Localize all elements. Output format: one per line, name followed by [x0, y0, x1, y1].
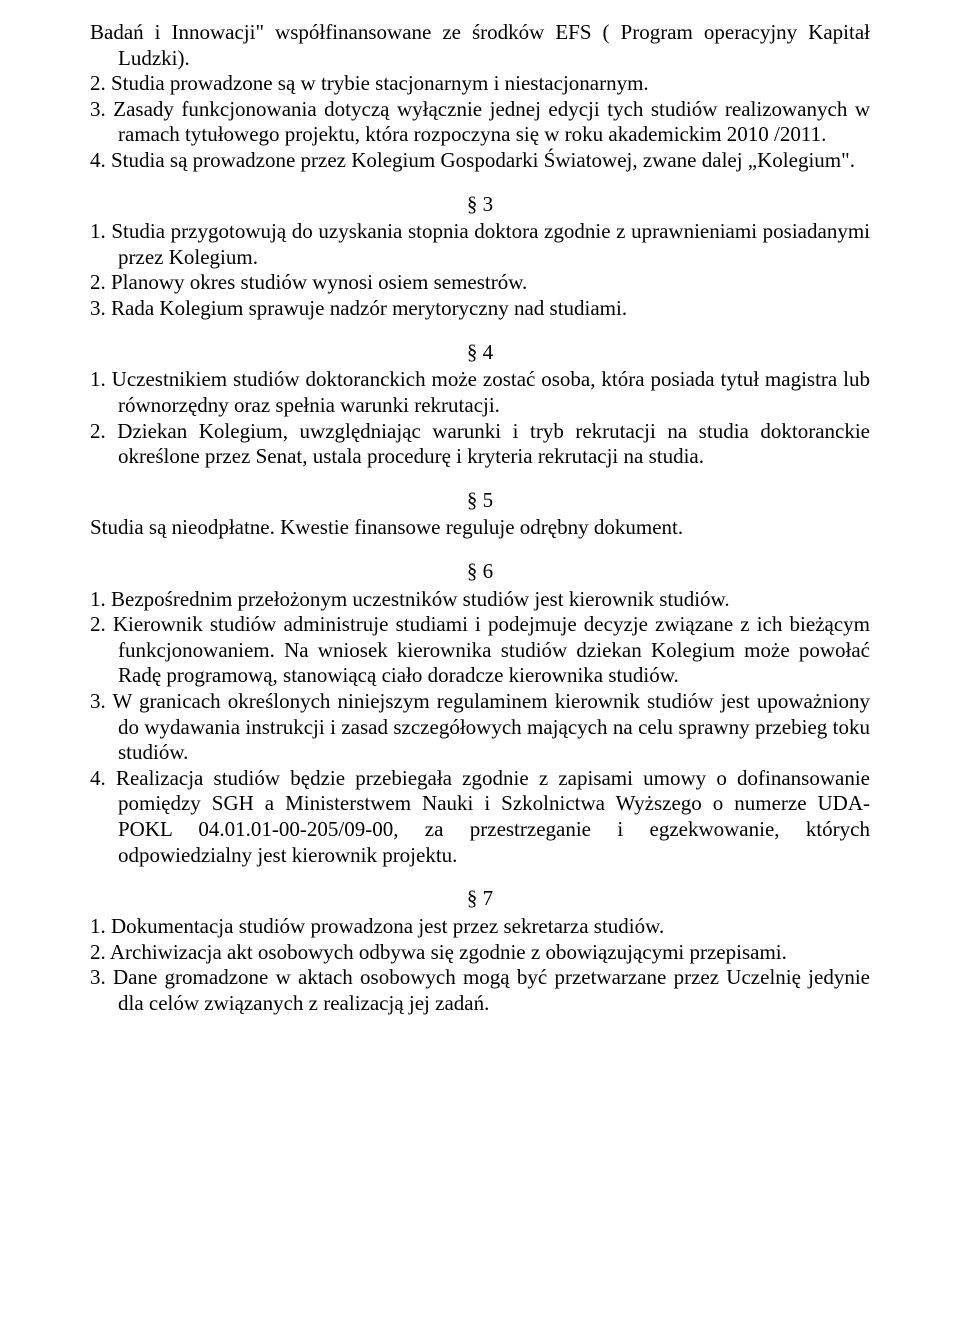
section-5-mark: § 5 — [90, 488, 870, 514]
intro-block: Badań i Innowacji" współfinansowane ze ś… — [90, 20, 870, 174]
section-6-item-4: 4. Realizacja studiów będzie przebiegała… — [90, 766, 870, 868]
section-5-block: Studia są nieodpłatne. Kwestie finansowe… — [90, 515, 870, 541]
section-3-block: 1. Studia przygotowują do uzyskania stop… — [90, 219, 870, 321]
section-6-block: 1. Bezpośrednim przełożonym uczestników … — [90, 587, 870, 869]
section-3-mark: § 3 — [90, 192, 870, 218]
section-6-item-1: 1. Bezpośrednim przełożonym uczestników … — [90, 587, 870, 613]
section-3-item-2: 2. Planowy okres studiów wynosi osiem se… — [90, 270, 870, 296]
document-page: Badań i Innowacji" współfinansowane ze ś… — [0, 0, 960, 1337]
section-6-item-2: 2. Kierownik studiów administruje studia… — [90, 612, 870, 689]
section-7-item-3: 3. Dane gromadzone w aktach osobowych mo… — [90, 965, 870, 1016]
section-6-mark: § 6 — [90, 559, 870, 585]
section-5-text: Studia są nieodpłatne. Kwestie finansowe… — [90, 515, 870, 541]
section-4-block: 1. Uczestnikiem studiów doktoranckich mo… — [90, 367, 870, 469]
section-7-block: 1. Dokumentacja studiów prowadzona jest … — [90, 914, 870, 1016]
section-4-item-1: 1. Uczestnikiem studiów doktoranckich mo… — [90, 367, 870, 418]
section-7-mark: § 7 — [90, 886, 870, 912]
section-4-mark: § 4 — [90, 340, 870, 366]
section-4-item-2: 2. Dziekan Kolegium, uwzględniając warun… — [90, 419, 870, 470]
intro-line-continuation: Badań i Innowacji" współfinansowane ze ś… — [90, 20, 870, 71]
intro-item-3: 3. Zasady funkcjonowania dotyczą wyłączn… — [90, 97, 870, 148]
intro-item-4: 4. Studia są prowadzone przez Kolegium G… — [90, 148, 870, 174]
intro-item-2: 2. Studia prowadzone są w trybie stacjon… — [90, 71, 870, 97]
section-6-item-3: 3. W granicach określonych niniejszym re… — [90, 689, 870, 766]
section-3-item-1: 1. Studia przygotowują do uzyskania stop… — [90, 219, 870, 270]
section-7-item-2: 2. Archiwizacja akt osobowych odbywa się… — [90, 940, 870, 966]
section-7-item-1: 1. Dokumentacja studiów prowadzona jest … — [90, 914, 870, 940]
section-3-item-3: 3. Rada Kolegium sprawuje nadzór merytor… — [90, 296, 870, 322]
